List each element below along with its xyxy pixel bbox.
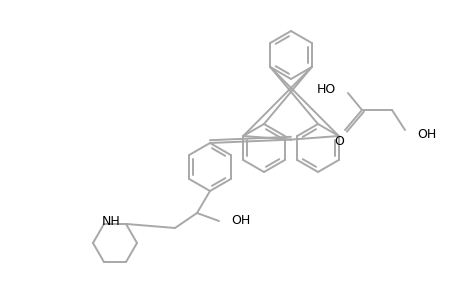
Text: O: O xyxy=(333,135,343,148)
Text: OH: OH xyxy=(230,214,250,227)
Text: HO: HO xyxy=(316,82,335,95)
Text: OH: OH xyxy=(416,128,435,140)
Text: NH: NH xyxy=(102,215,121,228)
